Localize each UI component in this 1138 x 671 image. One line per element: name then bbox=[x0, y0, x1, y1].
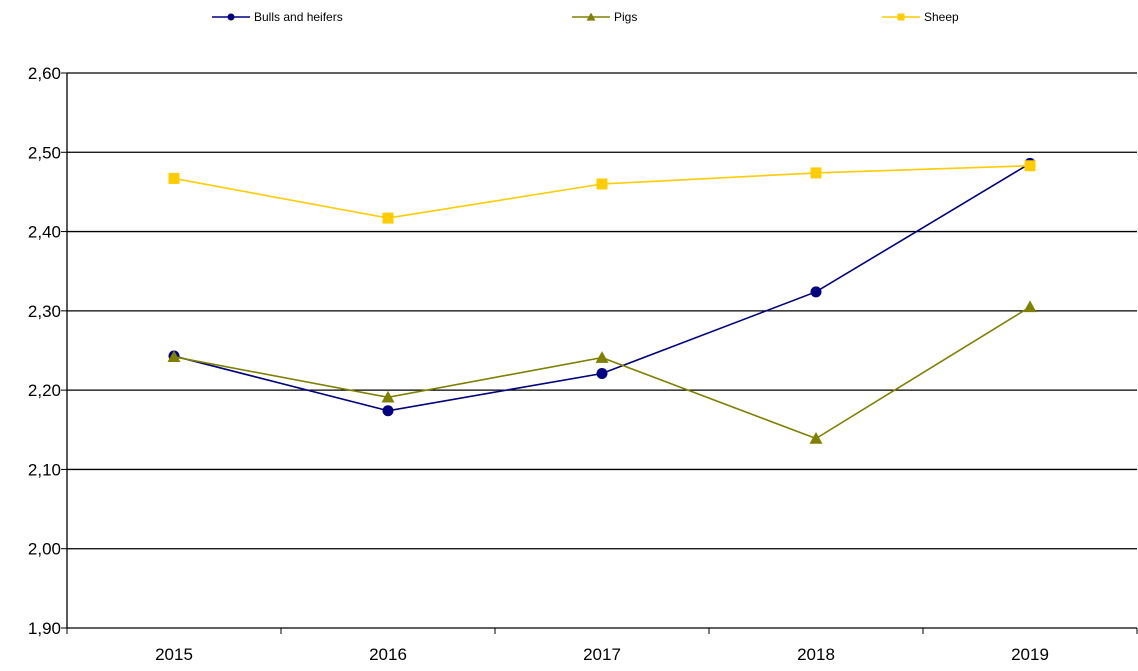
x-axis-labels: 2015 2016 2017 2018 2019 bbox=[155, 645, 1049, 664]
y-tick-label: 2,00 bbox=[28, 540, 61, 559]
data-point bbox=[168, 172, 180, 184]
data-point bbox=[596, 178, 608, 190]
x-tick-label: 2016 bbox=[369, 645, 407, 664]
y-axis-labels: 1,90 2,00 2,10 2,20 2,30 2,40 2,50 2,60 bbox=[28, 64, 61, 638]
legend: Bulls and heifers Pigs Sheep bbox=[212, 10, 959, 24]
legend-swatch-marker bbox=[897, 13, 905, 21]
data-point bbox=[382, 405, 394, 417]
y-tick-label: 2,30 bbox=[28, 302, 61, 321]
series-line bbox=[173, 164, 1031, 219]
x-tick-label: 2018 bbox=[797, 645, 835, 664]
x-tick-label: 2017 bbox=[583, 645, 621, 664]
series-2 bbox=[168, 160, 1036, 224]
legend-label: Sheep bbox=[924, 10, 959, 24]
legend-label: Pigs bbox=[614, 10, 637, 24]
legend-item: Pigs bbox=[572, 10, 637, 24]
y-tick-label: 2,50 bbox=[28, 143, 61, 162]
data-point bbox=[810, 167, 822, 179]
data-point bbox=[1024, 160, 1036, 172]
data-point bbox=[1023, 300, 1037, 313]
data-point bbox=[382, 212, 394, 224]
legend-item: Sheep bbox=[882, 10, 959, 24]
y-tick-label: 2,20 bbox=[28, 381, 61, 400]
data-point bbox=[810, 286, 822, 298]
data-point bbox=[595, 351, 609, 363]
legend-swatch-marker bbox=[227, 13, 235, 21]
series-group bbox=[167, 157, 1037, 444]
legend-item: Bulls and heifers bbox=[212, 10, 343, 24]
data-point bbox=[596, 367, 608, 379]
data-point bbox=[381, 390, 395, 403]
legend-swatch-marker bbox=[586, 12, 596, 21]
gridlines bbox=[67, 72, 1137, 550]
series-1 bbox=[167, 300, 1037, 444]
x-tick-label: 2019 bbox=[1011, 645, 1049, 664]
data-point bbox=[167, 350, 181, 363]
y-tick-label: 2,60 bbox=[28, 64, 61, 83]
series-0 bbox=[168, 157, 1036, 417]
y-tick-label: 2,10 bbox=[28, 460, 61, 479]
axes bbox=[61, 72, 1138, 634]
x-tick-label: 2015 bbox=[155, 645, 193, 664]
y-tick-label: 2,40 bbox=[28, 223, 61, 242]
data-point bbox=[809, 432, 823, 444]
y-tick-label: 1,90 bbox=[28, 619, 61, 638]
legend-label: Bulls and heifers bbox=[254, 10, 343, 24]
